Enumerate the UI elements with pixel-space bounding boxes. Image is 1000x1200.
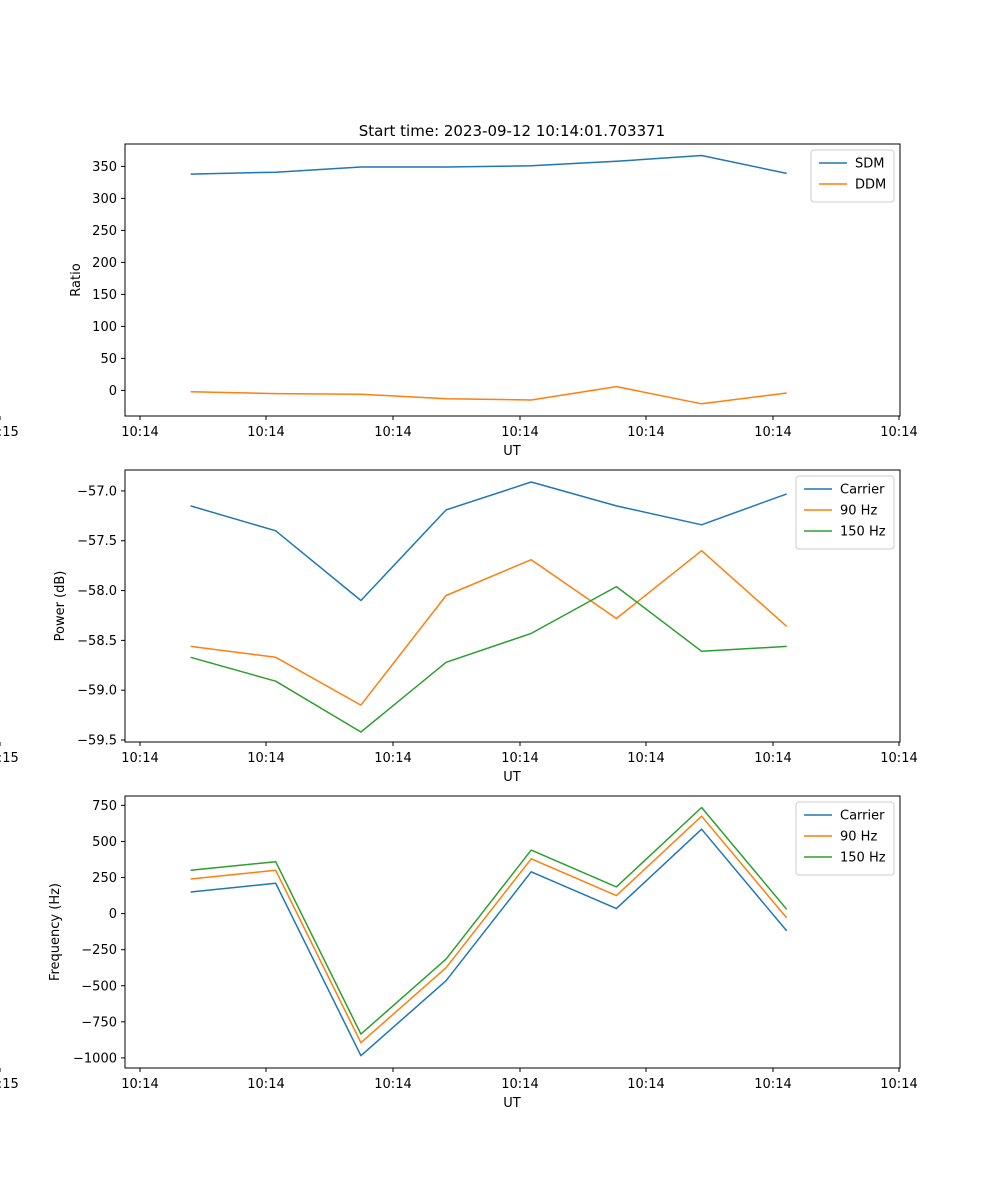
- y-tick-label: −250: [81, 943, 117, 958]
- x-tick-label: 10:14: [121, 425, 158, 440]
- series-line-150-hz: [190, 806, 788, 1035]
- series-line-carrier: [190, 481, 787, 602]
- x-tick-label: 10:14: [121, 751, 158, 766]
- y-tick-label: −58.5: [77, 634, 117, 649]
- subplot-2: −59.5 −59.0 −58.5 −58.0 −57.5 −57.0 10:14 10:14…: [0, 469, 918, 785]
- x-tick-label: 10:14: [754, 751, 791, 766]
- y-tick-label: −59.0: [77, 684, 117, 699]
- legend-label: SDM: [855, 157, 884, 172]
- series-line-sdm: [190, 154, 787, 175]
- x-tick-label: 10:14: [627, 751, 664, 766]
- legend: Carrier 90 Hz 150 Hz: [795, 801, 895, 876]
- subplots: 0 50 100 150 200 250 300 350 10:14 10:14 10:14 10:1…: [0, 143, 918, 1111]
- x-tick-label: 10:15: [0, 751, 19, 766]
- y-tick-label: 350: [92, 160, 117, 175]
- x-tick-label: 10:14: [501, 425, 538, 440]
- y-tick-label: −500: [81, 979, 117, 994]
- x-tick-label: 10:14: [374, 425, 411, 440]
- x-tick-label: 10:14: [121, 1077, 158, 1092]
- legend-label: 150 Hz: [840, 851, 886, 866]
- y-tick-label: 200: [92, 256, 117, 271]
- x-tick-label: 10:14: [627, 1077, 664, 1092]
- y-tick-label: 750: [92, 799, 117, 814]
- y-tick-label: −58.0: [77, 584, 117, 599]
- x-tick-label: 10:14: [501, 751, 538, 766]
- legend: Carrier 90 Hz 150 Hz: [795, 475, 895, 550]
- figure-title: Start time: 2023-09-12 10:14:01.703371: [359, 122, 665, 140]
- y-tick-label: 50: [100, 352, 117, 367]
- y-tick-label: −57.0: [77, 484, 117, 499]
- x-tick-label: 10:14: [880, 425, 917, 440]
- y-axis-label: Power (dB): [53, 571, 68, 642]
- y-tick-label: −1000: [73, 1051, 117, 1066]
- x-axis-label: UT: [503, 770, 521, 785]
- x-tick-label: 10:14: [627, 425, 664, 440]
- legend-label: 150 Hz: [840, 525, 886, 540]
- legend-label: DDM: [855, 178, 886, 193]
- x-tick-label: 10:14: [754, 425, 791, 440]
- series-line-carrier: [190, 828, 788, 1057]
- x-tick-label: 10:15: [0, 425, 19, 440]
- y-tick-label: 250: [92, 224, 117, 239]
- x-tick-label: 10:15: [0, 1077, 19, 1092]
- axes-frame: [124, 469, 901, 743]
- axes-frame: [124, 795, 901, 1069]
- x-tick-label: 10:14: [247, 425, 284, 440]
- x-tick-label: 10:14: [374, 1077, 411, 1092]
- series-line-90-hz: [190, 549, 788, 706]
- y-tick-label: 150: [92, 288, 117, 303]
- legend: SDM DDM: [810, 149, 895, 203]
- subplot-3: −1000 −750 −500 −250 0 250 500 750 10:14 10:14 10:…: [0, 795, 918, 1111]
- y-tick-label: −59.5: [77, 734, 117, 749]
- x-tick-label: 10:14: [754, 1077, 791, 1092]
- y-tick-label: 500: [92, 835, 117, 850]
- x-tick-label: 10:14: [880, 751, 917, 766]
- axes-frame: [124, 143, 901, 417]
- x-tick-label: 10:14: [374, 751, 411, 766]
- y-tick-label: −750: [81, 1015, 117, 1030]
- y-tick-label: 300: [92, 192, 117, 207]
- series-line-90-hz: [190, 815, 788, 1044]
- legend-label: Carrier: [840, 483, 885, 498]
- subplot-1: 0 50 100 150 200 250 300 350 10:14 10:14 10:14 10:1…: [0, 143, 918, 459]
- y-axis-label: Frequency (Hz): [48, 883, 63, 981]
- x-tick-label: 10:14: [247, 751, 284, 766]
- legend-label: Carrier: [840, 809, 885, 824]
- x-tick-label: 10:14: [880, 1077, 917, 1092]
- y-axis-label: Ratio: [69, 263, 84, 296]
- y-tick-label: −57.5: [77, 534, 117, 549]
- x-axis-label: UT: [503, 444, 521, 459]
- y-tick-label: 250: [92, 871, 117, 886]
- legend-label: 90 Hz: [840, 504, 877, 519]
- y-tick-label: 0: [109, 384, 117, 399]
- x-tick-label: 10:14: [247, 1077, 284, 1092]
- series-line-ddm: [190, 385, 787, 405]
- y-tick-label: 0: [109, 907, 117, 922]
- y-tick-label: 100: [92, 320, 117, 335]
- x-axis-label: UT: [503, 1096, 521, 1111]
- x-tick-label: 10:14: [501, 1077, 538, 1092]
- legend-label: 90 Hz: [840, 830, 877, 845]
- series-line-150-hz: [190, 585, 787, 733]
